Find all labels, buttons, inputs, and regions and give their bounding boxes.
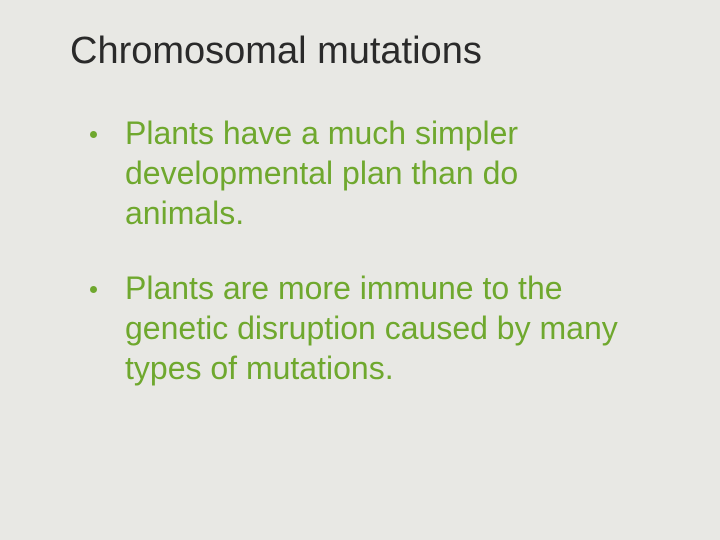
bullet-list: Plants have a much simpler developmental… [60,113,660,388]
bullet-text: Plants are more immune to the genetic di… [125,268,625,388]
bullet-dot-icon [90,286,97,293]
list-item: Plants have a much simpler developmental… [90,113,660,233]
bullet-text: Plants have a much simpler developmental… [125,113,625,233]
slide-container: Chromosomal mutations Plants have a much… [0,0,720,540]
list-item: Plants are more immune to the genetic di… [90,268,660,388]
bullet-dot-icon [90,131,97,138]
slide-title: Chromosomal mutations [70,30,660,73]
